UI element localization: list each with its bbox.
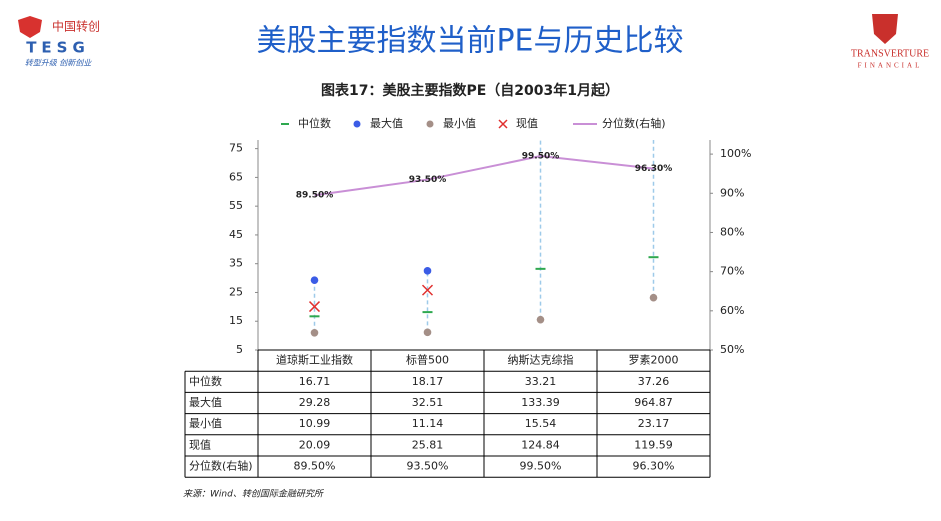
- table-header: 标普500: [406, 353, 449, 367]
- table-cell: 119.59: [634, 438, 673, 451]
- y-tick-label: 65: [229, 170, 243, 183]
- table-cell: 23.17: [638, 417, 670, 430]
- point-mark: [649, 293, 658, 302]
- y2-tick-label: 70%: [720, 265, 744, 278]
- percentile-line: [314, 155, 654, 197]
- point-mark: [536, 315, 545, 324]
- data-label: 89.50%: [296, 191, 334, 201]
- logo-crest: [872, 14, 898, 44]
- table-cell: 15.54: [525, 417, 557, 430]
- table-row-label: 最小值: [189, 417, 222, 430]
- table-row-label: 最大值: [189, 395, 222, 409]
- y2-tick-label: 60%: [720, 304, 744, 317]
- table-cell: 99.50%: [520, 460, 562, 473]
- y2-tick-label: 90%: [720, 186, 744, 199]
- table-cell: 96.30%: [633, 460, 675, 473]
- table-cell: 25.81: [412, 438, 444, 451]
- y-tick-label: 25: [229, 285, 243, 298]
- legend-label: 最大值: [370, 116, 403, 130]
- table-cell: 32.51: [412, 396, 444, 409]
- y2-tick-label: 80%: [720, 225, 744, 238]
- legend-label: 中位数: [298, 116, 331, 130]
- table-header: 罗素2000: [629, 354, 679, 367]
- y-tick-label: 35: [229, 257, 243, 270]
- table-cell: 20.09: [299, 438, 331, 451]
- y-tick-label: 45: [229, 228, 243, 241]
- table-cell: 124.84: [521, 438, 560, 451]
- point-mark: [310, 276, 319, 284]
- logo-emblem: [18, 16, 42, 38]
- legend-label: 最小值: [443, 117, 476, 130]
- data-label: 93.50%: [409, 175, 447, 185]
- current-mark: [536, 0, 546, 10]
- table-cell: 37.26: [638, 375, 670, 388]
- data-label: 96.30%: [635, 164, 673, 174]
- y2-tick-label: 100%: [720, 147, 751, 160]
- table-row-label: 中位数: [189, 374, 222, 388]
- legend-label: 现值: [516, 117, 538, 130]
- table-cell: 16.71: [299, 375, 331, 388]
- point-mark: [423, 328, 432, 337]
- logo-name: TRANSVERTURE: [851, 48, 929, 59]
- legend-label: 分位数(右轴): [602, 116, 666, 130]
- logo-slogan: 转型升级 创新创业: [25, 59, 93, 68]
- legend-swatch: [498, 119, 508, 129]
- point-mark: [423, 267, 432, 275]
- source: 来源：Wind、转创国际金融研究所: [183, 489, 325, 500]
- table-cell: 18.17: [412, 375, 444, 388]
- y-tick-label: 55: [229, 199, 243, 212]
- point-mark: [310, 328, 319, 337]
- logo-name: 中国转创: [52, 19, 100, 34]
- y-tick-label: 75: [229, 142, 243, 155]
- table-cell: 93.50%: [407, 460, 449, 473]
- table-cell: 10.99: [299, 417, 331, 430]
- table-header: 纳斯达克综指: [508, 353, 574, 367]
- y-tick-label: 5: [236, 343, 243, 356]
- y-tick-label: 15: [229, 314, 243, 327]
- table-cell: 89.50%: [294, 460, 336, 473]
- table-cell: 11.14: [412, 417, 444, 430]
- slide-title: 美股主要指数当前PE与历史比较: [256, 24, 683, 59]
- logo-sub: FINANCIAL: [858, 62, 923, 70]
- legend-swatch: [426, 120, 434, 128]
- current-mark: [308, 301, 321, 313]
- y2-tick-label: 50%: [720, 343, 744, 356]
- table-cell: 964.87: [634, 396, 673, 409]
- table-header: 道琼斯工业指数: [276, 353, 353, 367]
- table-cell: 33.21: [525, 375, 557, 388]
- table-cell: 29.28: [299, 396, 331, 409]
- logo-abbr: TESG: [26, 39, 90, 57]
- logo-left: 中国转创 TESG 转型升级 创新创业: [18, 16, 100, 68]
- legend-swatch: [353, 120, 361, 128]
- current-mark: [421, 284, 434, 296]
- table-cell: 133.39: [521, 396, 560, 409]
- plot-area: [308, 0, 659, 337]
- chart-title: 图表17：美股主要指数PE（自2003年1月起）: [321, 82, 619, 99]
- data-label: 99.50%: [522, 152, 560, 162]
- logo-right: TRANSVERTURE FINANCIAL: [851, 14, 929, 70]
- table-row-label: 现值: [189, 438, 211, 451]
- table-row-label: 分位数(右轴): [189, 459, 253, 473]
